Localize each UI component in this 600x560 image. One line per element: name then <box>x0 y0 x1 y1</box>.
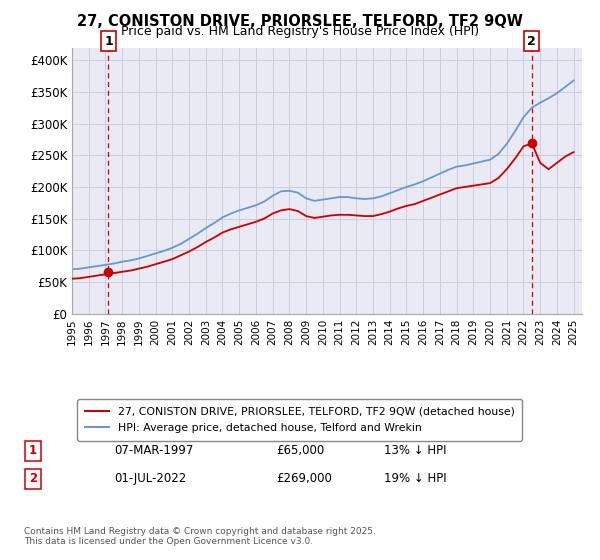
Text: 07-MAR-1997: 07-MAR-1997 <box>114 444 193 458</box>
Text: £65,000: £65,000 <box>276 444 324 458</box>
Text: 1: 1 <box>29 444 37 458</box>
Text: £269,000: £269,000 <box>276 472 332 486</box>
Text: 19% ↓ HPI: 19% ↓ HPI <box>384 472 446 486</box>
Text: 27, CONISTON DRIVE, PRIORSLEE, TELFORD, TF2 9QW: 27, CONISTON DRIVE, PRIORSLEE, TELFORD, … <box>77 14 523 29</box>
Text: Contains HM Land Registry data © Crown copyright and database right 2025.
This d: Contains HM Land Registry data © Crown c… <box>24 526 376 546</box>
Text: 2: 2 <box>527 35 536 48</box>
Text: 2: 2 <box>29 472 37 486</box>
Text: Price paid vs. HM Land Registry's House Price Index (HPI): Price paid vs. HM Land Registry's House … <box>121 25 479 38</box>
Text: 01-JUL-2022: 01-JUL-2022 <box>114 472 186 486</box>
Text: 13% ↓ HPI: 13% ↓ HPI <box>384 444 446 458</box>
Legend: 27, CONISTON DRIVE, PRIORSLEE, TELFORD, TF2 9QW (detached house), HPI: Average p: 27, CONISTON DRIVE, PRIORSLEE, TELFORD, … <box>77 399 522 441</box>
Text: 1: 1 <box>104 35 113 48</box>
